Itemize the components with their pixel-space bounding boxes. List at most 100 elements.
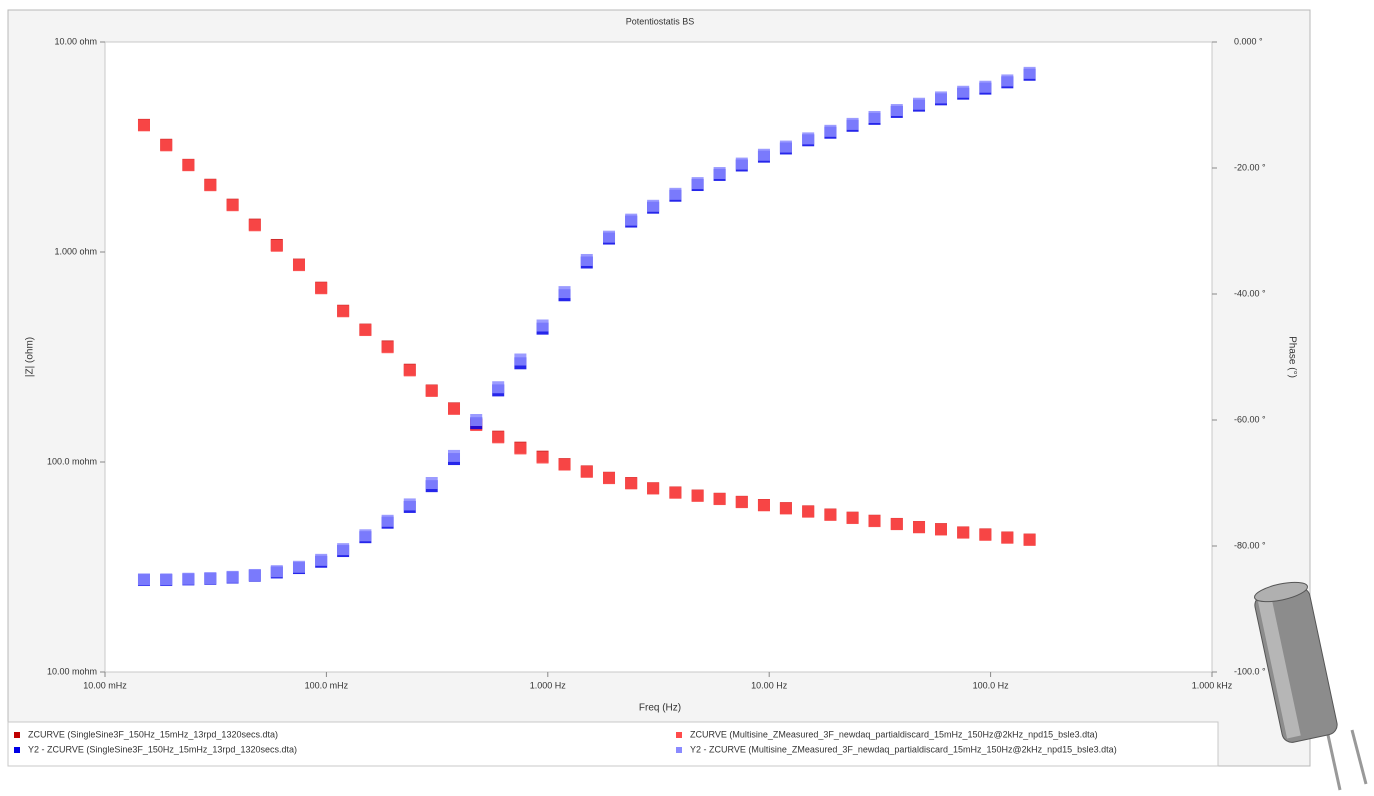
data-point xyxy=(957,526,970,539)
legend-label: Y2 - ZCURVE (SingleSine3F_150Hz_15mHz_13… xyxy=(28,744,297,754)
data-point xyxy=(137,119,150,132)
data-point xyxy=(492,431,505,444)
data-point xyxy=(779,140,792,153)
data-point xyxy=(359,324,372,337)
data-point xyxy=(536,319,549,332)
y2-tick-label: -20.00 ° xyxy=(1234,162,1266,172)
plot-area xyxy=(104,41,1213,673)
legend-box xyxy=(7,721,1219,767)
data-point xyxy=(337,305,350,318)
data-point xyxy=(868,110,881,123)
y2-tick-label: 0.000 ° xyxy=(1234,36,1263,46)
data-point xyxy=(226,570,239,583)
x-axis-title: Freq (Hz) xyxy=(639,703,681,714)
data-point xyxy=(381,514,394,527)
data-point xyxy=(1023,66,1036,79)
data-point xyxy=(957,85,970,98)
data-point xyxy=(603,230,616,243)
data-point xyxy=(226,199,239,212)
legend-marker xyxy=(14,747,20,753)
data-point xyxy=(935,523,948,536)
data-point xyxy=(337,543,350,556)
x-tick-label: 1.000 kHz xyxy=(1192,680,1233,690)
data-point xyxy=(669,187,682,200)
data-point xyxy=(735,496,748,509)
y2-tick-label: -60.00 ° xyxy=(1234,414,1266,424)
data-point xyxy=(1001,74,1014,87)
data-point xyxy=(802,132,815,145)
y-tick-label: 10.00 mohm xyxy=(47,666,97,676)
x-tick-label: 100.0 Hz xyxy=(973,680,1010,690)
y2-tick-label: -100.0 ° xyxy=(1234,666,1266,676)
y-tick-label: 100.0 mohm xyxy=(47,456,97,466)
y-axis-title: |Z| (ohm) xyxy=(25,337,36,377)
legend-marker xyxy=(676,732,682,738)
data-point xyxy=(204,179,217,192)
y-tick-label: 1.000 ohm xyxy=(54,246,97,256)
data-point xyxy=(381,341,394,354)
data-point xyxy=(625,213,638,226)
x-tick-label: 10.00 Hz xyxy=(751,680,788,690)
data-point xyxy=(492,381,505,394)
data-point xyxy=(913,521,926,534)
data-point xyxy=(713,167,726,180)
data-point xyxy=(270,239,283,252)
data-point xyxy=(757,148,770,161)
data-point xyxy=(913,97,926,110)
chart-title: Potentiostatis BS xyxy=(626,16,695,26)
data-point xyxy=(160,573,173,586)
data-point xyxy=(824,124,837,137)
data-point xyxy=(580,253,593,266)
data-point xyxy=(558,286,571,299)
data-point xyxy=(802,505,815,518)
data-point xyxy=(868,515,881,528)
data-point xyxy=(1001,531,1014,544)
data-point xyxy=(315,282,328,295)
y2-tick-label: -40.00 ° xyxy=(1234,288,1266,298)
capacitor-photo xyxy=(1254,581,1368,791)
data-point xyxy=(691,177,704,190)
data-point xyxy=(757,499,770,512)
data-point xyxy=(647,482,660,495)
data-point xyxy=(625,477,638,490)
y2-tick-label: -80.00 ° xyxy=(1234,540,1266,550)
data-point xyxy=(1023,533,1036,546)
y2-axis-title: Phase (°) xyxy=(1286,336,1297,378)
legend-marker xyxy=(14,732,20,738)
data-point xyxy=(137,573,150,586)
data-point xyxy=(536,451,549,464)
data-point xyxy=(779,502,792,515)
legend-label: Y2 - ZCURVE (Multisine_ZMeasured_3F_newd… xyxy=(690,744,1117,754)
data-point xyxy=(691,489,704,502)
data-point xyxy=(647,199,660,212)
data-point xyxy=(580,465,593,478)
data-point xyxy=(470,414,483,426)
data-point xyxy=(514,442,527,455)
data-point xyxy=(425,384,438,397)
data-point xyxy=(603,472,616,485)
data-point xyxy=(182,572,195,585)
data-point xyxy=(669,486,682,499)
data-point xyxy=(292,259,305,272)
data-point xyxy=(514,353,527,366)
data-point xyxy=(735,157,748,170)
data-point xyxy=(979,528,992,541)
data-point xyxy=(935,91,948,104)
x-tick-label: 100.0 mHz xyxy=(305,680,349,690)
data-point xyxy=(403,364,416,377)
data-point xyxy=(248,219,261,232)
data-point xyxy=(846,512,859,525)
data-point xyxy=(315,553,328,566)
data-point xyxy=(359,529,372,542)
data-point xyxy=(160,139,173,152)
data-point xyxy=(182,159,195,172)
data-point xyxy=(448,402,461,415)
data-point xyxy=(846,117,859,130)
data-point xyxy=(713,493,726,506)
data-point xyxy=(979,80,992,93)
data-point xyxy=(204,572,217,585)
data-point xyxy=(824,508,837,521)
x-tick-label: 1.000 Hz xyxy=(530,680,567,690)
